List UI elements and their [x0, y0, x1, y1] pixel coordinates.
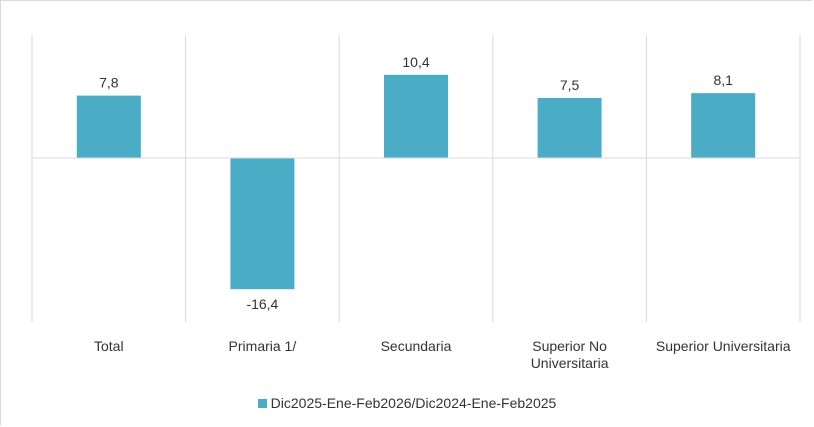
category-label: Primaria 1/	[229, 338, 297, 354]
category-label: Total	[94, 338, 124, 354]
category-label: Superior No	[532, 338, 607, 354]
bar	[537, 98, 602, 158]
bar	[384, 74, 448, 158]
category-label: Superior Universitaria	[656, 338, 791, 354]
data-label: 7,5	[560, 77, 580, 93]
bar	[76, 95, 141, 158]
data-label: 7,8	[99, 75, 119, 91]
data-label: -16,4	[246, 296, 278, 312]
category-label: Universitaria	[531, 355, 609, 371]
data-label: 10,4	[402, 54, 429, 70]
bar	[230, 158, 295, 290]
legend-swatch	[257, 399, 267, 408]
legend: Dic2025-Ene-Feb2026/Dic2024-Ene-Feb2025	[0, 395, 814, 411]
legend-label: Dic2025-Ene-Feb2026/Dic2024-Ene-Feb2025	[270, 395, 557, 411]
category-label: Secundaria	[381, 338, 452, 354]
data-label: 8,1	[713, 72, 733, 88]
bar	[691, 93, 756, 158]
